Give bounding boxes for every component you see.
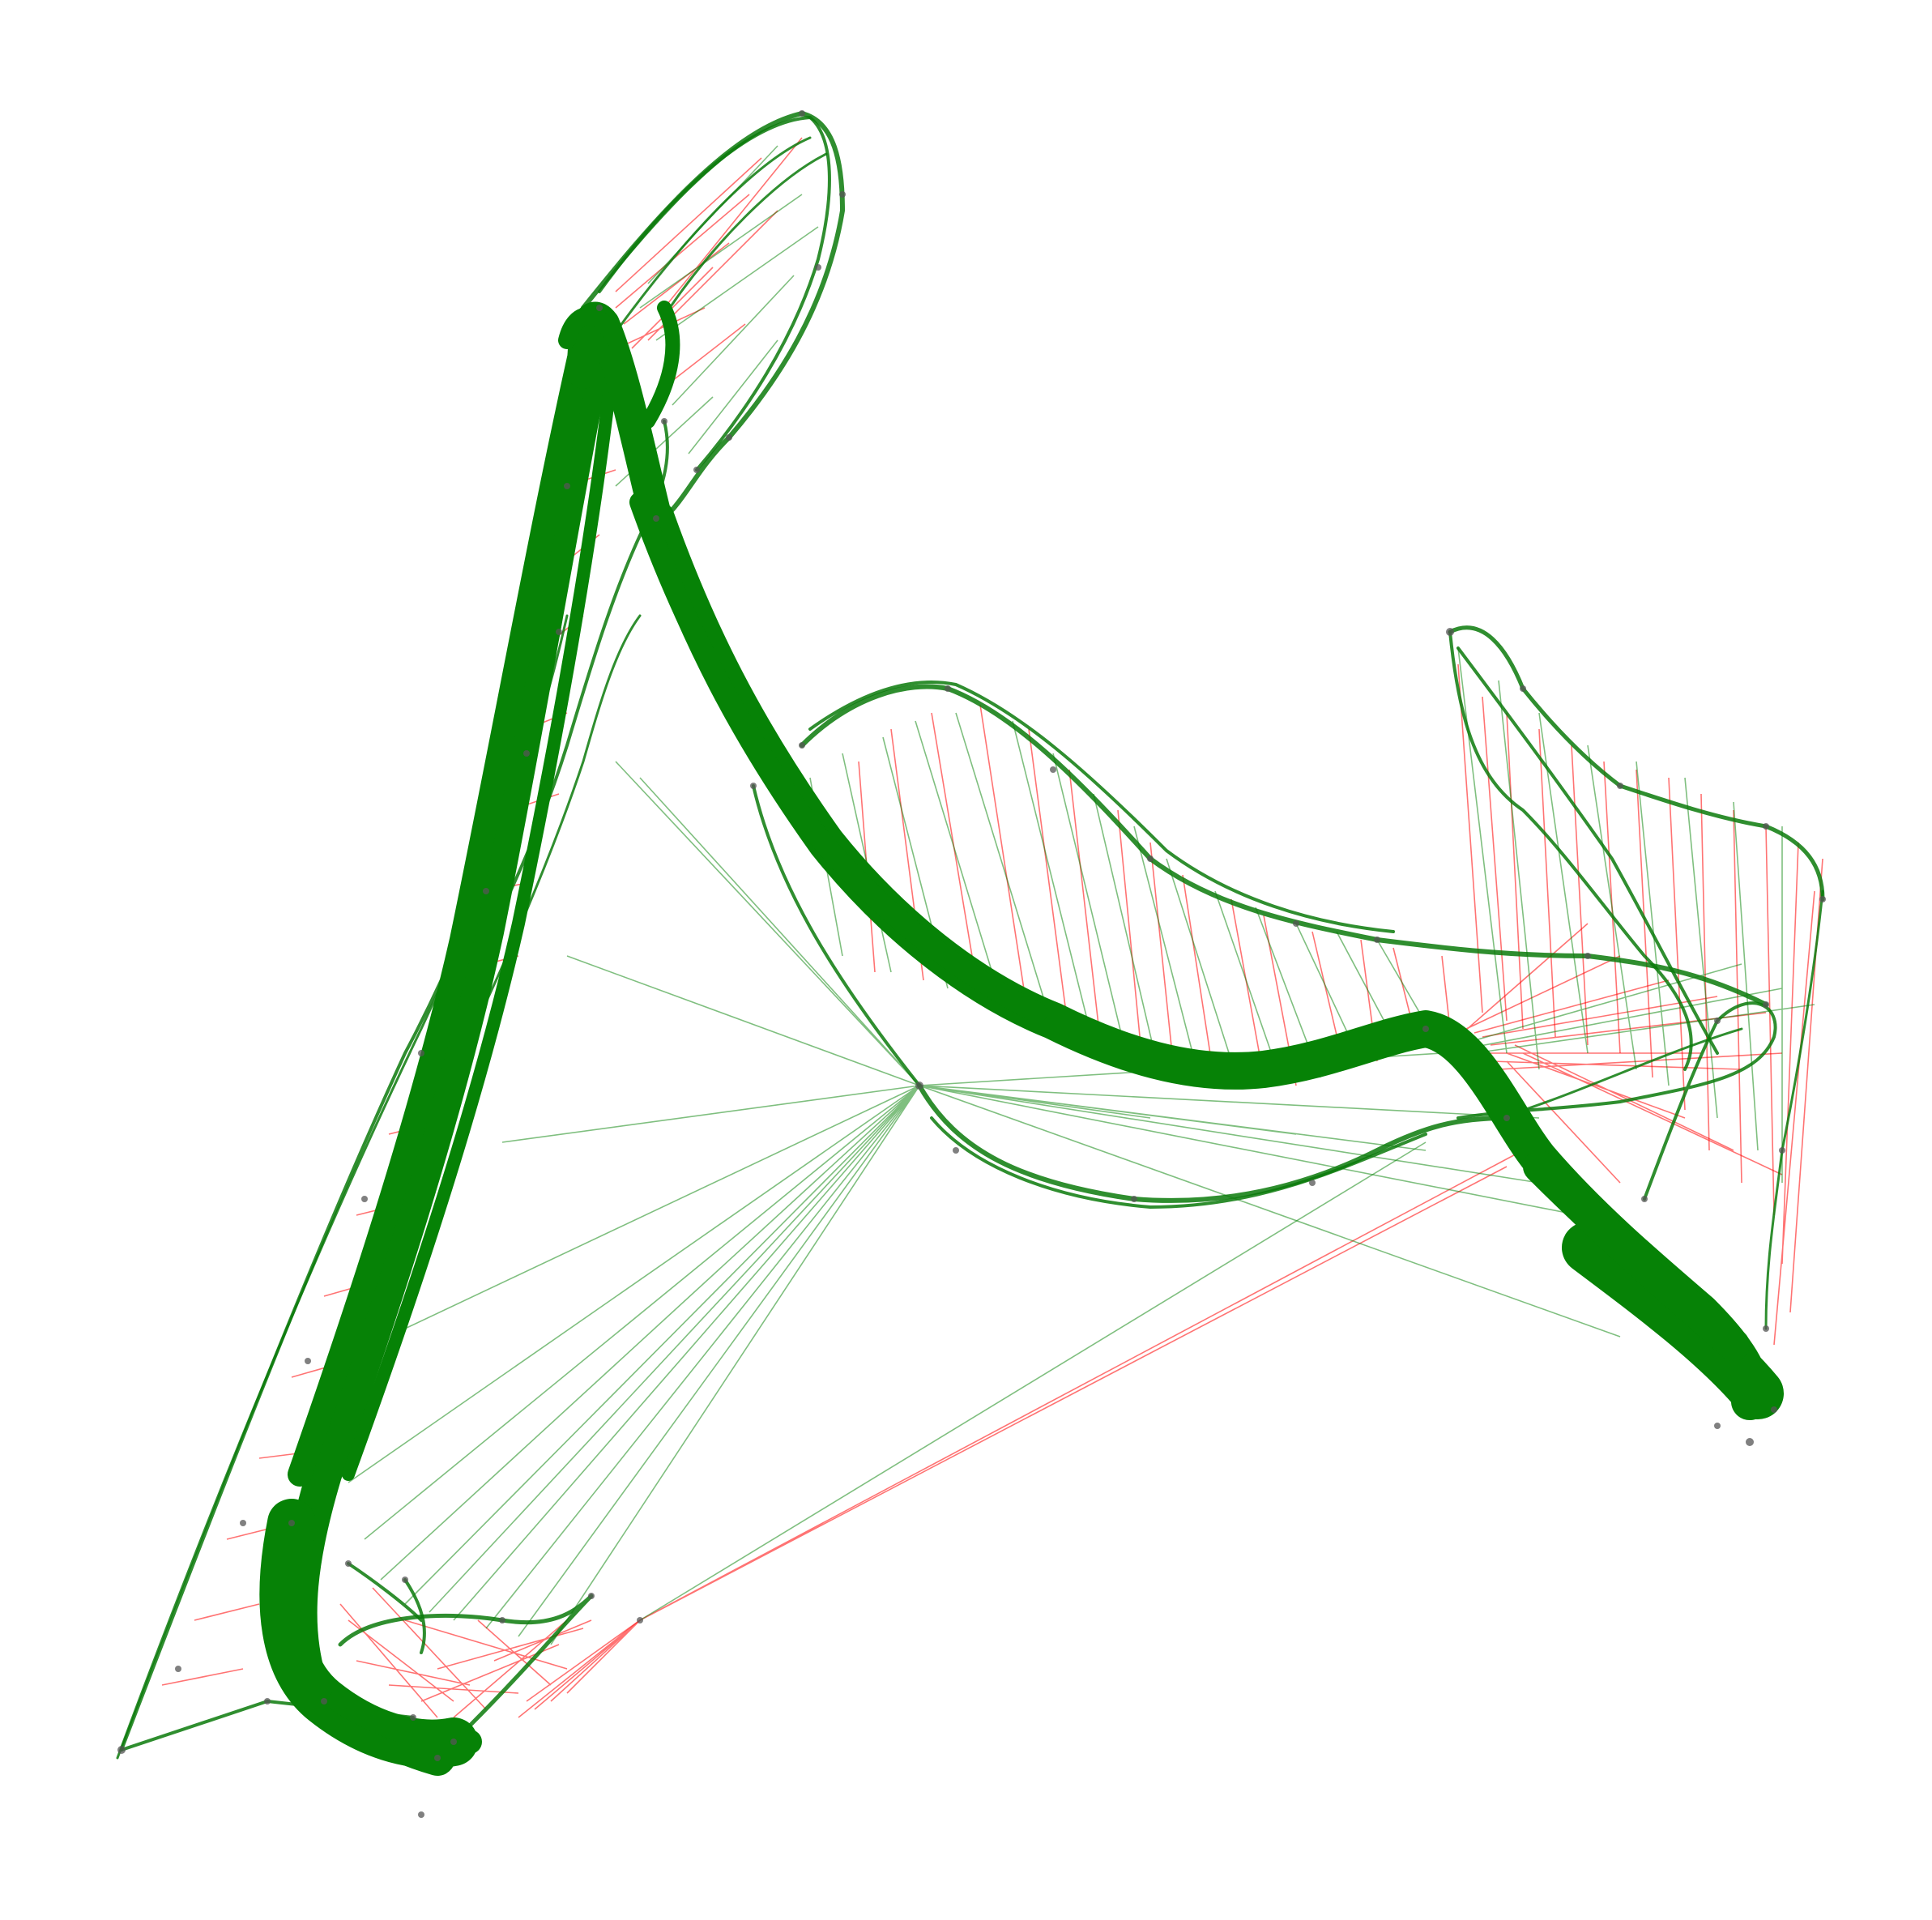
main-ribbon-layer [284, 308, 1758, 1758]
negative-edges-layer [162, 138, 1823, 1717]
outer-bundle-layer [117, 113, 1823, 1758]
